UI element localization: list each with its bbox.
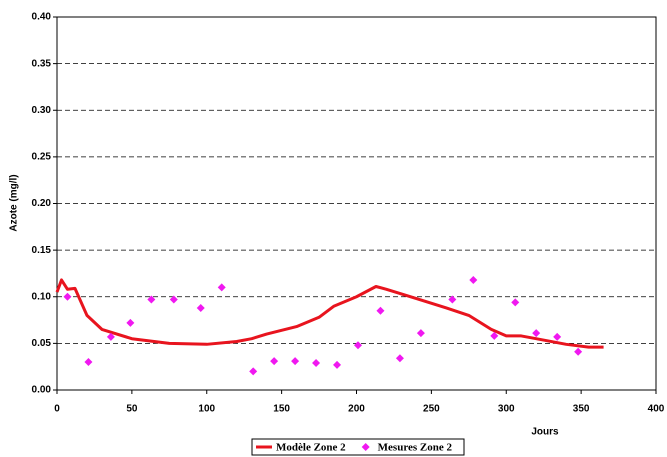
measure-point xyxy=(333,360,342,369)
y-tick-label: 0.00 xyxy=(32,385,52,396)
plot-frame xyxy=(56,16,657,391)
model-line xyxy=(55,278,604,349)
x-tick-label: 250 xyxy=(423,404,440,415)
measure-point xyxy=(490,331,499,340)
measure-point xyxy=(147,295,156,304)
measure-point xyxy=(353,341,362,350)
y-tick-label: 0.35 xyxy=(32,58,52,69)
y-tick-label: 0.20 xyxy=(32,198,52,209)
measure-point xyxy=(574,347,583,356)
measure-point xyxy=(376,306,385,315)
y-tick-label: 0.15 xyxy=(32,245,52,256)
x-tick-label: 400 xyxy=(648,404,665,415)
measure-point xyxy=(63,292,72,301)
measure-point xyxy=(249,367,258,376)
x-tick-label: 100 xyxy=(198,404,215,415)
measure-point xyxy=(217,283,226,292)
legend-label: Mesures Zone 2 xyxy=(378,442,453,454)
legend-label: Modèle Zone 2 xyxy=(276,442,346,454)
measure-point xyxy=(312,358,321,367)
measure-point xyxy=(196,303,205,312)
measure-point xyxy=(553,332,562,341)
measure-point xyxy=(84,358,93,367)
y-tick-label: 0.10 xyxy=(32,291,52,302)
y-tick-label: 0.40 xyxy=(32,12,52,23)
x-tick-label: 300 xyxy=(498,404,515,415)
x-tick-label: 0 xyxy=(54,404,60,415)
measure-point xyxy=(291,357,300,366)
legend: Modèle Zone 2 Mesures Zone 2 xyxy=(256,442,453,454)
x-tick-label: 200 xyxy=(348,404,365,415)
measure-point xyxy=(270,357,279,366)
x-tick-label: 50 xyxy=(126,404,138,415)
measure-point xyxy=(532,329,541,338)
measure-point xyxy=(126,318,135,327)
measure-point xyxy=(395,354,404,363)
measure-point xyxy=(469,275,478,284)
measure-point xyxy=(448,295,457,304)
legend-box xyxy=(251,438,465,456)
x-tick-label: 150 xyxy=(273,404,290,415)
x-axis-label: Jours xyxy=(531,427,559,438)
measure-point xyxy=(416,329,425,338)
y-tick-label: 0.25 xyxy=(32,152,52,163)
y-tick-label: 0.30 xyxy=(32,105,52,116)
x-tick-label: 350 xyxy=(573,404,590,415)
y-axis-label: Azote (mg/l) xyxy=(9,174,20,231)
y-tick-label: 0.05 xyxy=(32,338,52,349)
measure-point xyxy=(511,298,520,307)
legend-swatch xyxy=(361,443,370,451)
measure-point xyxy=(106,332,115,341)
measure-point xyxy=(169,295,178,304)
